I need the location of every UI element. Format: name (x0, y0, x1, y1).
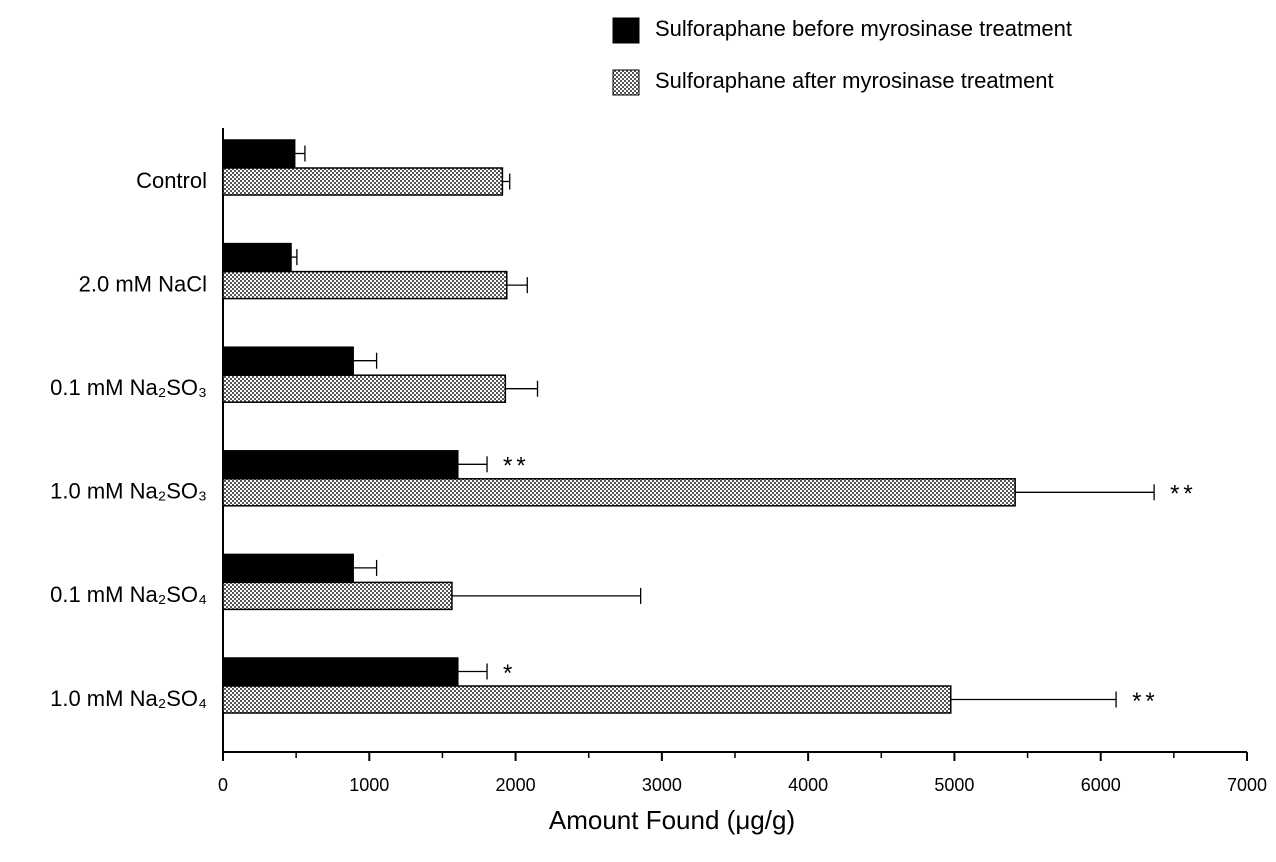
bar (222, 270, 508, 300)
bar (222, 478, 1016, 507)
x-tick-label: 4000 (788, 775, 828, 795)
y-tick-label: 2.0 mM NaCl (79, 271, 207, 296)
error-bar (457, 663, 488, 680)
significance-marker: ** (1170, 481, 1197, 508)
bar (222, 374, 507, 403)
bar (222, 346, 354, 375)
error-bar (353, 559, 378, 576)
error-bar (502, 173, 511, 190)
y-tick-label: 0.1 mM Na₂SO₄ (50, 582, 207, 607)
bar (222, 242, 292, 272)
bar (222, 657, 459, 686)
x-tick-label: 6000 (1081, 775, 1121, 795)
x-tick-label: 0 (218, 775, 228, 795)
y-tick-label: Control (136, 168, 207, 193)
x-tick-label: 2000 (496, 775, 536, 795)
x-axis-title: Amount Found (μg/g) (549, 805, 795, 835)
significance-marker: ** (503, 453, 530, 480)
x-tick-label: 5000 (934, 775, 974, 795)
legend-swatch (612, 69, 640, 96)
x-tick-label: 7000 (1227, 775, 1267, 795)
error-bar (950, 691, 1117, 708)
y-tick-label: 1.0 mM Na₂SO₃ (50, 479, 207, 504)
error-bar (294, 145, 306, 162)
x-tick-label: 1000 (349, 775, 389, 795)
bar (222, 139, 296, 168)
error-bar (1015, 484, 1155, 501)
error-bar (505, 380, 539, 397)
error-bar (291, 249, 298, 266)
y-tick-label: 0.1 mM Na₂SO₃ (50, 375, 207, 400)
y-tick-label: 1.0 mM Na₂SO₄ (50, 686, 207, 711)
bar (222, 581, 453, 611)
significance-marker: ** (1132, 688, 1159, 715)
error-bar (506, 277, 528, 294)
bar (222, 685, 952, 714)
legend-label: Sulforaphane after myrosinase treatment (655, 68, 1054, 93)
error-bar (451, 587, 642, 604)
x-tick-label: 3000 (642, 775, 682, 795)
error-bar (457, 456, 488, 473)
bar (222, 553, 354, 583)
error-bar (353, 352, 378, 369)
significance-marker: * (503, 660, 516, 687)
legend-label: Sulforaphane before myrosinase treatment (655, 16, 1072, 41)
bar (222, 450, 459, 479)
bar (222, 167, 504, 196)
legend-swatch (612, 17, 640, 44)
